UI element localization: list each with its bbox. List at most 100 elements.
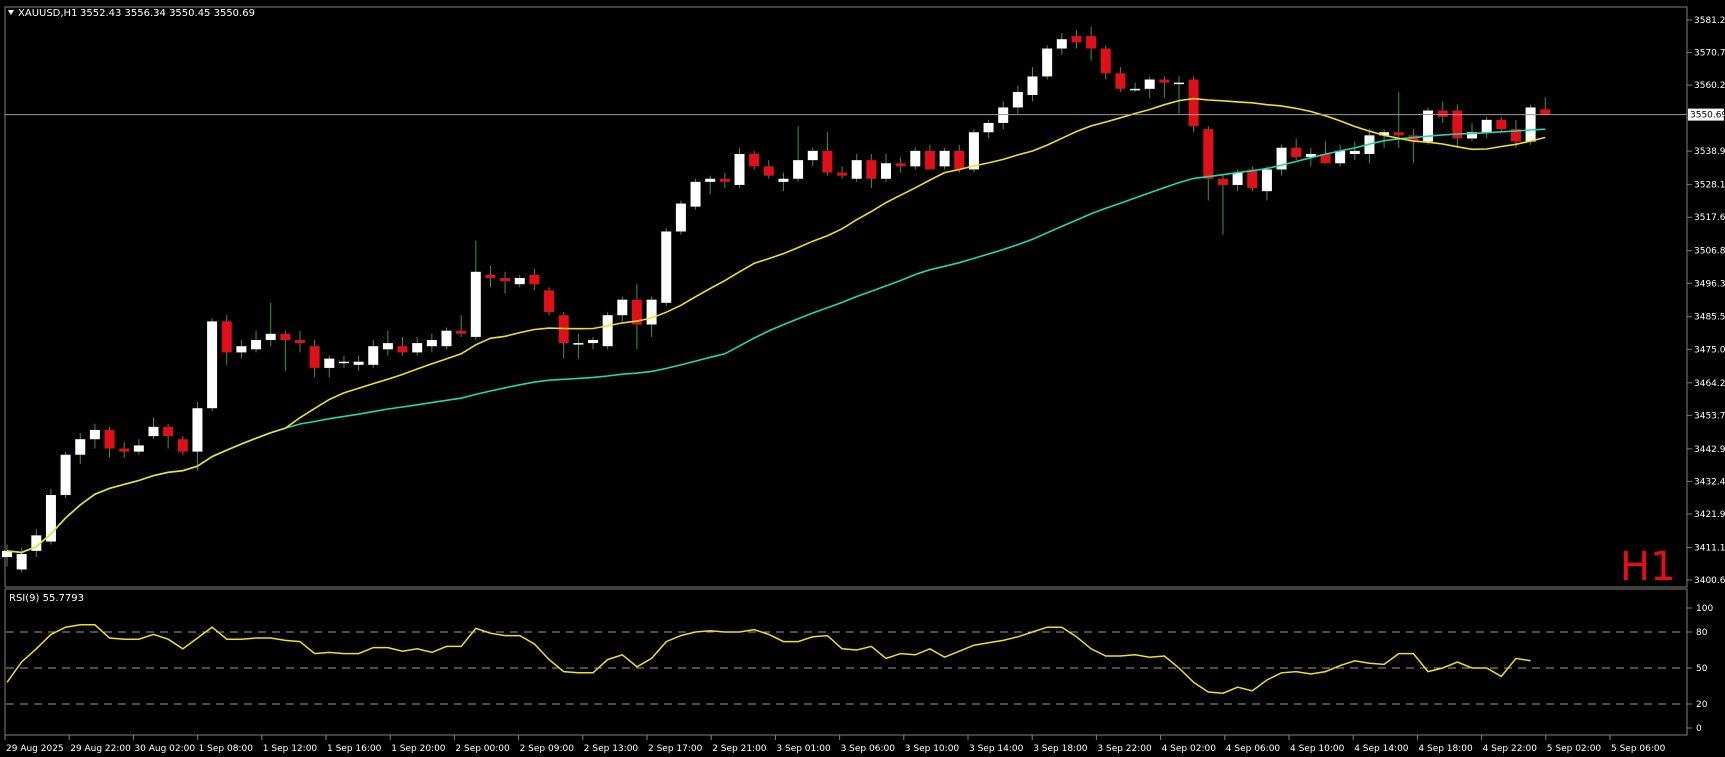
price-tick-label: 3411.10: [1694, 543, 1725, 553]
candle: [998, 101, 1009, 130]
candle-body: [866, 160, 877, 179]
candle: [1159, 76, 1170, 99]
time-tick-label: 3 Sep 06:00: [841, 744, 896, 754]
candle: [31, 529, 42, 558]
candle-body: [1452, 110, 1463, 139]
candle: [265, 302, 276, 347]
candle-body: [368, 346, 379, 365]
candle: [338, 355, 349, 368]
main-price-panel[interactable]: 3581.203570.703560.203549.703538.903528.…: [2, 6, 1725, 590]
candle: [1481, 116, 1492, 139]
candle: [368, 340, 379, 368]
candle-body: [924, 150, 935, 170]
candle: [500, 271, 511, 294]
time-tick-label: 2 Sep 13:00: [584, 744, 639, 754]
price-tick-label: 3400.60: [1694, 576, 1725, 586]
price-tick-label: 3538.90: [1694, 147, 1725, 157]
candle: [75, 433, 86, 465]
candle-body: [837, 172, 848, 176]
candle-body: [1159, 79, 1170, 83]
candle-body: [1188, 79, 1199, 127]
candle: [1130, 82, 1141, 92]
candle-body: [412, 343, 423, 353]
candle-body: [939, 150, 950, 167]
candle-body: [778, 178, 789, 182]
candle-body: [763, 166, 774, 176]
candle-body: [690, 181, 701, 207]
main-panel-frame: [4, 6, 1688, 588]
candle: [1496, 116, 1507, 133]
candle: [207, 318, 218, 412]
candle-body: [529, 274, 540, 285]
candle-body: [514, 277, 525, 285]
candle-body: [1496, 119, 1507, 130]
candle: [1525, 104, 1536, 145]
timeframe-label: H1: [1620, 544, 1676, 590]
candle: [602, 312, 613, 350]
candle: [573, 333, 584, 359]
candle-body: [719, 178, 730, 182]
candle: [1203, 126, 1214, 201]
candle-body: [485, 274, 496, 278]
candle-body: [280, 333, 291, 340]
candle-body: [1086, 36, 1097, 49]
time-tick-label: 4 Sep 02:00: [1162, 744, 1217, 754]
candle-body: [661, 231, 672, 303]
current-price-label-text: 3550.69: [1690, 111, 1725, 121]
time-tick-label: 3 Sep 01:00: [776, 744, 831, 754]
candle-body: [822, 150, 833, 173]
candle-body: [1247, 169, 1258, 189]
candle-body: [617, 299, 628, 316]
rsi-axis: 100 80 50 20 0: [1687, 604, 1713, 734]
candle: [1261, 166, 1272, 201]
price-tick-label: 3560.20: [1694, 81, 1725, 91]
candle: [529, 268, 540, 291]
rsi-tick-label: 0: [1696, 724, 1702, 734]
candle: [89, 423, 100, 449]
price-tick-label: 3432.40: [1694, 477, 1725, 487]
candle: [822, 132, 833, 176]
candle-body: [968, 132, 979, 170]
candle-body: [1115, 73, 1126, 89]
candle: [837, 166, 848, 179]
time-tick-label: 1 Sep 20:00: [391, 744, 446, 754]
candle-body: [1130, 88, 1141, 91]
candle: [983, 119, 994, 139]
time-tick-label: 1 Sep 16:00: [327, 744, 382, 754]
candle-body: [177, 439, 188, 452]
candle-body: [1481, 119, 1492, 133]
candle: [1467, 122, 1477, 142]
candle: [1100, 45, 1111, 80]
candle-body: [148, 426, 159, 437]
candle: [119, 442, 130, 458]
candle-body: [2, 550, 12, 558]
candle: [295, 330, 305, 353]
candle: [1115, 67, 1126, 92]
current-price-label: 3550.69: [1688, 108, 1725, 121]
candle: [939, 147, 950, 170]
candle-body: [1305, 153, 1316, 158]
price-tick-label: 3475.00: [1694, 345, 1725, 355]
candle-body: [324, 358, 335, 368]
time-tick-label: 2 Sep 21:00: [712, 744, 767, 754]
candle-body: [881, 163, 891, 179]
candle: [397, 336, 408, 356]
time-tick-label: 2 Sep 17:00: [648, 744, 703, 754]
candle-body: [89, 429, 100, 440]
candle-body: [851, 160, 862, 179]
dropdown-triangle-icon[interactable]: [8, 10, 14, 15]
candle: [2, 544, 12, 567]
candle-body: [265, 333, 276, 340]
time-tick-label: 2 Sep 00:00: [455, 744, 510, 754]
candle: [1452, 104, 1463, 148]
price-tick-label: 3485.50: [1694, 313, 1725, 323]
candle-body: [45, 495, 56, 542]
rsi-panel[interactable]: 100 80 50 20 0 RSI(9) 55.7793: [4, 588, 1713, 736]
candle-body: [793, 160, 804, 179]
candle-body: [1217, 178, 1228, 185]
candle: [924, 144, 935, 170]
candle-body: [207, 321, 218, 409]
candle: [778, 172, 789, 192]
candle: [1540, 97, 1551, 116]
candle: [631, 284, 642, 350]
